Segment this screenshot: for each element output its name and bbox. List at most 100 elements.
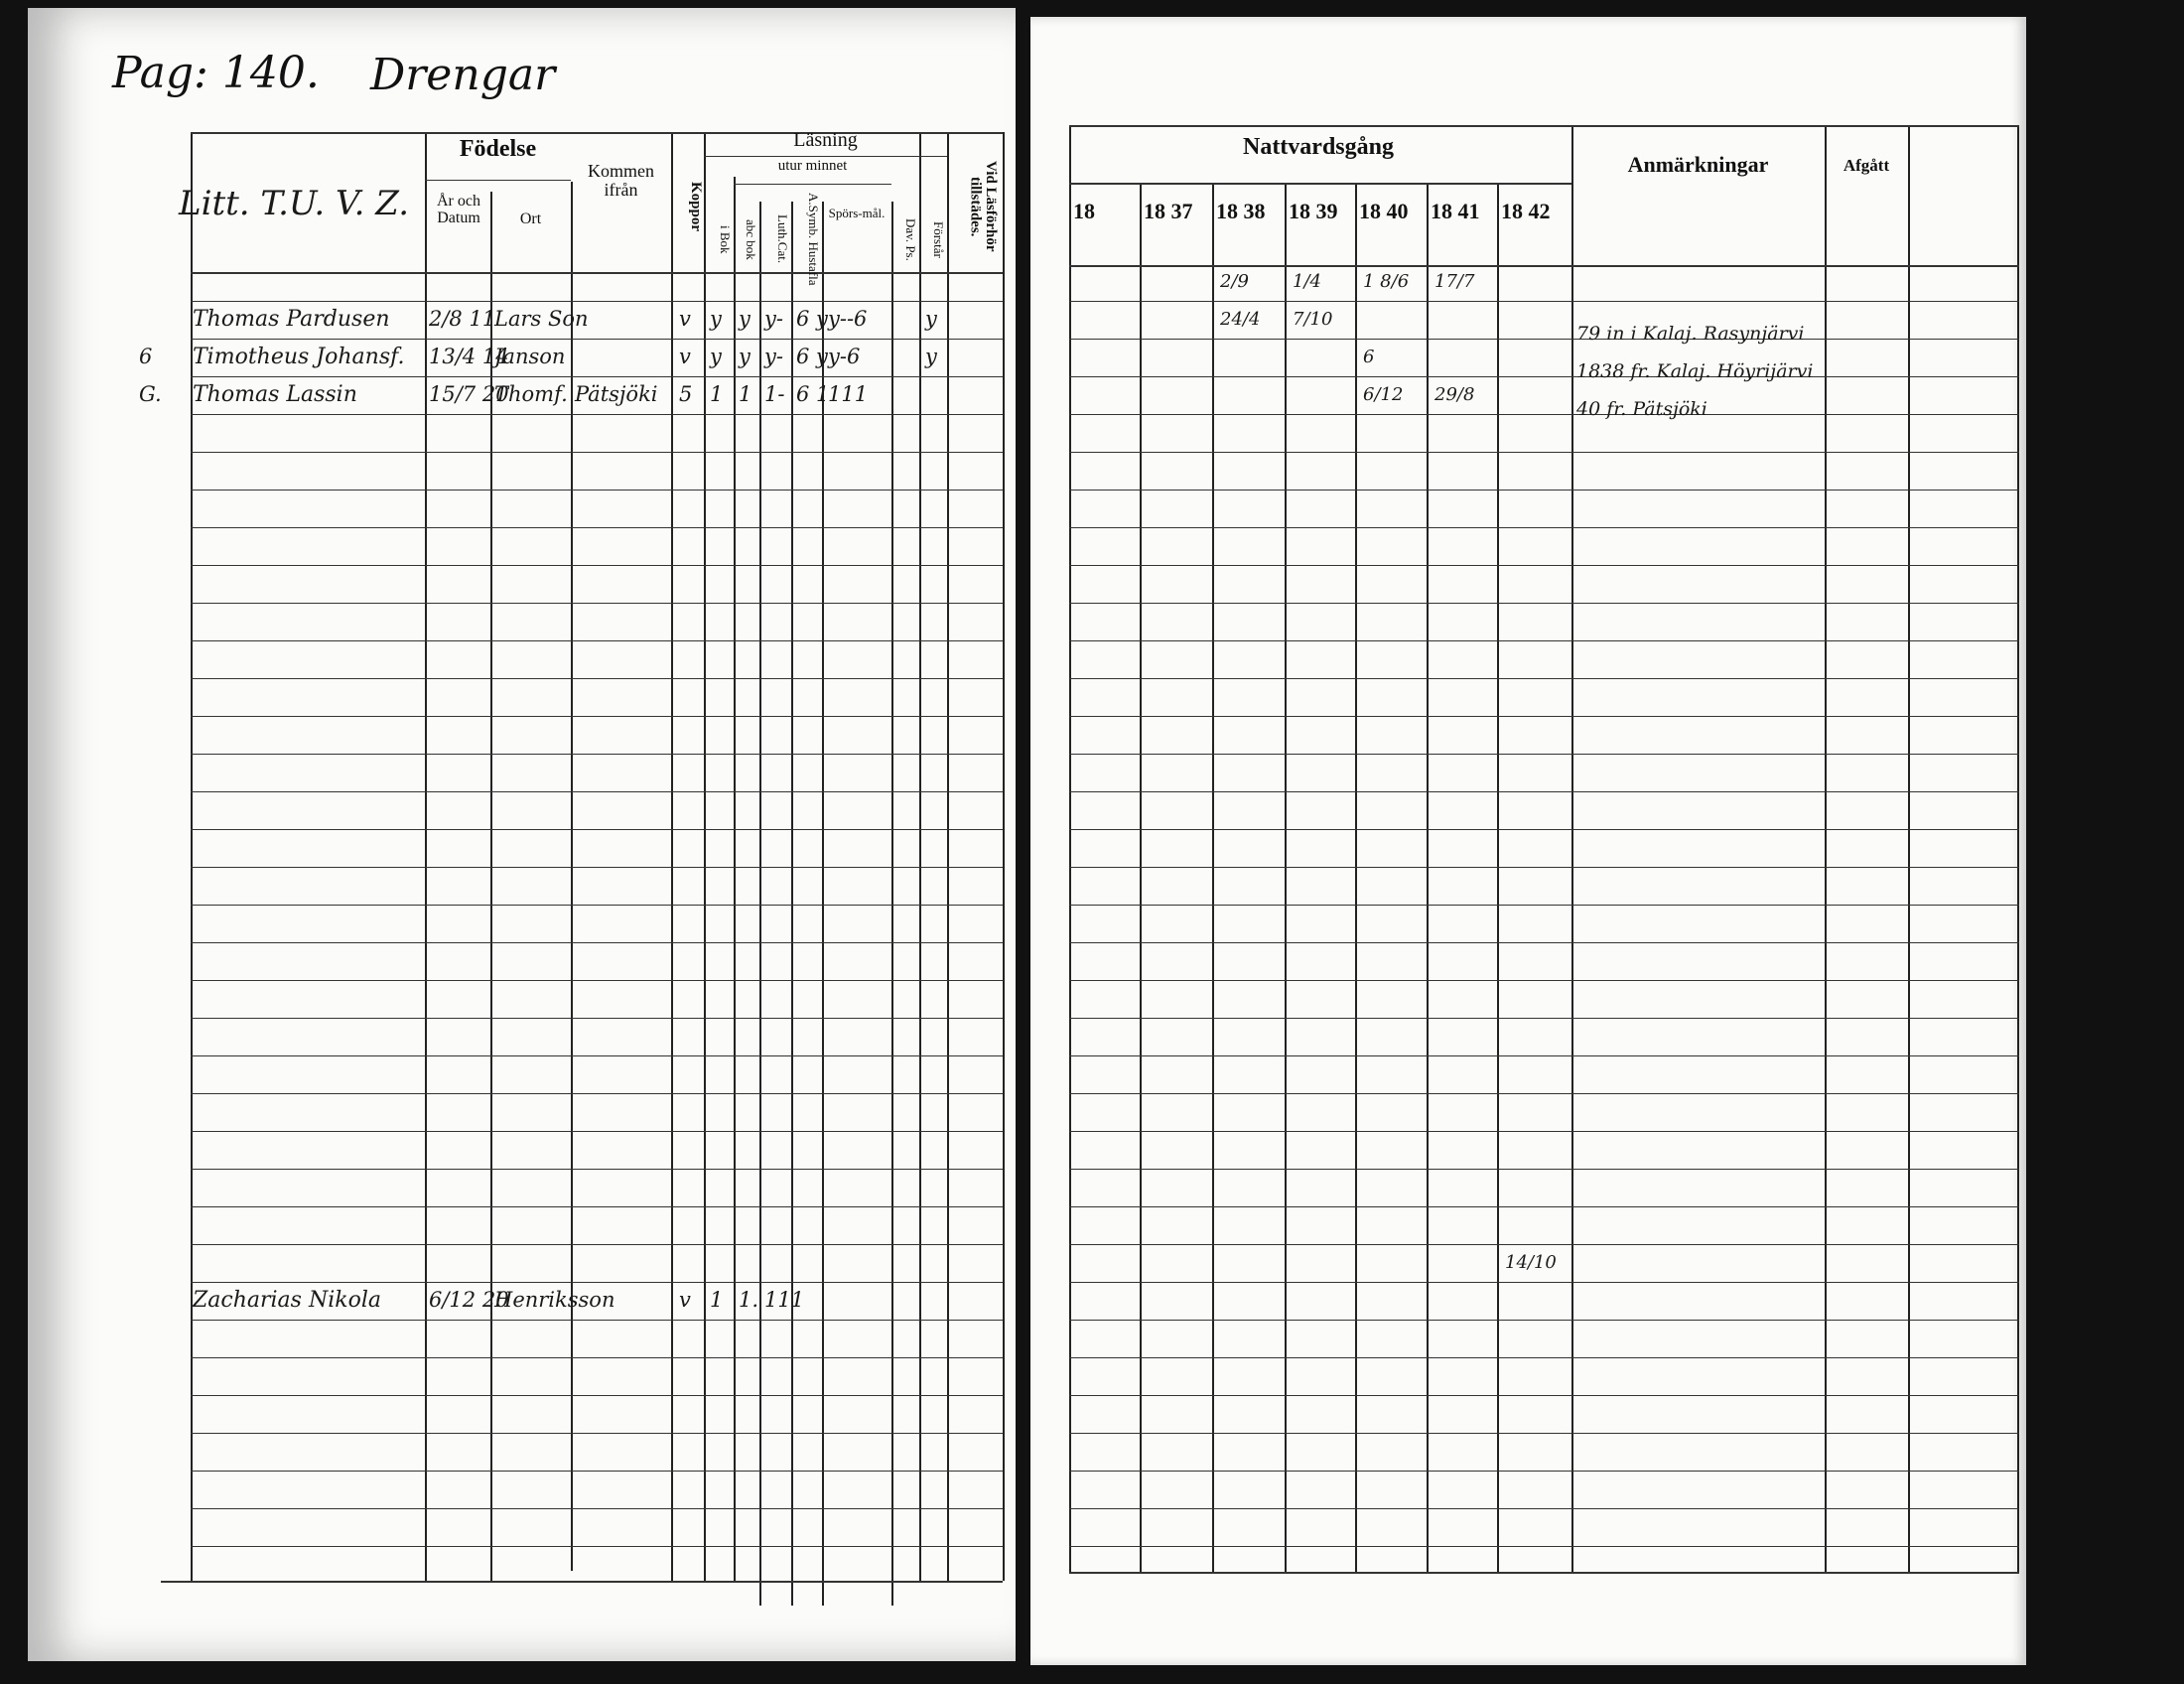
row-line <box>191 791 1003 792</box>
column-line <box>1212 185 1214 1572</box>
row-line <box>1069 452 2019 453</box>
entry-date: 6/12 20 <box>429 1288 509 1312</box>
header-ar-och-datum: År och Datum <box>437 193 480 226</box>
header-i-bok: i Bok <box>718 224 733 254</box>
column-line <box>490 192 492 1581</box>
row-line <box>191 452 1003 453</box>
header-lasning: Läsning <box>793 129 858 151</box>
row-line <box>191 716 1003 717</box>
header-divider <box>1069 183 1571 185</box>
header-year: 18 42 <box>1501 199 1551 223</box>
row-line <box>1069 1055 2019 1056</box>
entry-spors: 111 <box>828 382 869 406</box>
header-year: 18 40 <box>1359 199 1409 223</box>
entry-symb: 6 y <box>796 307 828 331</box>
row-line <box>191 490 1003 491</box>
column-line <box>734 177 736 1581</box>
row-line <box>1069 716 2019 717</box>
entry-ort: Thomf. <box>494 382 568 406</box>
communion-date: 7/10 <box>1293 309 1333 330</box>
header-luth-cat: Luth.Cat. <box>775 214 790 264</box>
anmarkning: 40 fr. Pätsjöki <box>1576 398 1707 420</box>
row-line <box>1069 1546 2019 1547</box>
header-year: 18 41 <box>1431 199 1480 223</box>
table-top-line <box>191 132 1003 134</box>
row-line <box>191 905 1003 906</box>
column-line <box>1285 185 1287 1572</box>
entry-i-bok: 1 <box>710 1288 724 1312</box>
entry-date: 15/7 20 <box>429 382 509 406</box>
entry-i-bok: y <box>710 345 722 368</box>
entry-abc: y <box>739 307 751 331</box>
row-line <box>191 640 1003 641</box>
row-line <box>191 1018 1003 1019</box>
row-line <box>191 376 1003 377</box>
row-line <box>191 1508 1003 1509</box>
row-line <box>1069 301 2019 302</box>
communion-date: 2/9 <box>1220 271 1249 292</box>
row-line <box>191 1131 1003 1132</box>
row-line <box>191 1357 1003 1358</box>
entry-luth: 1- <box>764 382 785 406</box>
row-line <box>1069 1169 2019 1170</box>
communion-date: 14/10 <box>1505 1252 1557 1273</box>
row-line <box>191 1169 1003 1170</box>
row-line <box>1069 1282 2019 1283</box>
column-line <box>822 202 824 1606</box>
row-line <box>191 414 1003 415</box>
column-line <box>2017 125 2019 1572</box>
entry-spors: y-6 <box>828 345 861 368</box>
entry-date: 2/8 11 <box>429 307 496 331</box>
column-line <box>759 202 761 1606</box>
row-line <box>191 1244 1003 1245</box>
left-page: Pag: 140. Drengar <box>28 8 1016 1661</box>
header-dav-ps: Dav. Ps. <box>903 217 918 261</box>
column-line <box>791 202 793 1606</box>
row-line <box>191 301 1003 302</box>
column-line <box>947 132 949 1581</box>
entry-date: 13/4 14 <box>429 345 509 368</box>
entry-abc: 1 <box>739 382 752 406</box>
right-page <box>1030 17 2026 1665</box>
row-line <box>191 754 1003 755</box>
row-line <box>191 1395 1003 1396</box>
row-line <box>1069 565 2019 566</box>
row-line <box>191 565 1003 566</box>
column-line <box>1908 125 1910 1572</box>
row-header-note: Litt. T.U. V. Z. <box>179 184 410 223</box>
row-line <box>191 603 1003 604</box>
entry-name: Timotheus Johansf. <box>193 345 405 369</box>
row-line <box>1069 1093 2019 1094</box>
row-line <box>1069 905 2019 906</box>
row-line <box>1069 1357 2019 1358</box>
column-line <box>704 132 706 1581</box>
entry-forstar: y <box>925 307 937 331</box>
entry-name: Thomas Lassin <box>193 382 357 407</box>
row-line <box>1069 1131 2019 1132</box>
entry-i-bok: y <box>710 307 722 331</box>
communion-date: 1/4 <box>1293 271 1321 292</box>
communion-date: 1 8/6 <box>1363 271 1410 292</box>
column-line <box>671 132 673 1581</box>
column-line <box>1355 185 1357 1572</box>
table-top-line <box>1069 125 2019 127</box>
row-line <box>1069 1508 2019 1509</box>
column-line <box>1427 185 1429 1572</box>
row-line <box>191 1320 1003 1321</box>
header-a-symb: A.Symb. Hustafla <box>806 193 821 286</box>
header-year: 18 <box>1073 199 1095 223</box>
communion-date: 29/8 <box>1434 384 1475 405</box>
header-nattvardsgang: Nattvardsgång <box>1242 134 1394 160</box>
row-line <box>191 867 1003 868</box>
header-bottom-line <box>1069 265 2019 267</box>
row-line <box>1069 980 2019 981</box>
communion-date: 24/4 <box>1220 309 1261 330</box>
section-title: Drengar <box>370 50 556 100</box>
entry-ort: Lars Son <box>494 307 589 331</box>
header-afgatt: Afgått <box>1843 156 1890 175</box>
communion-date: 6 <box>1363 347 1375 367</box>
column-line <box>1571 125 1573 1572</box>
row-line <box>191 829 1003 830</box>
row-line <box>1069 1018 2019 1019</box>
header-vid-lasforhor: Vid Läsförhör tillstädes. <box>967 161 999 252</box>
